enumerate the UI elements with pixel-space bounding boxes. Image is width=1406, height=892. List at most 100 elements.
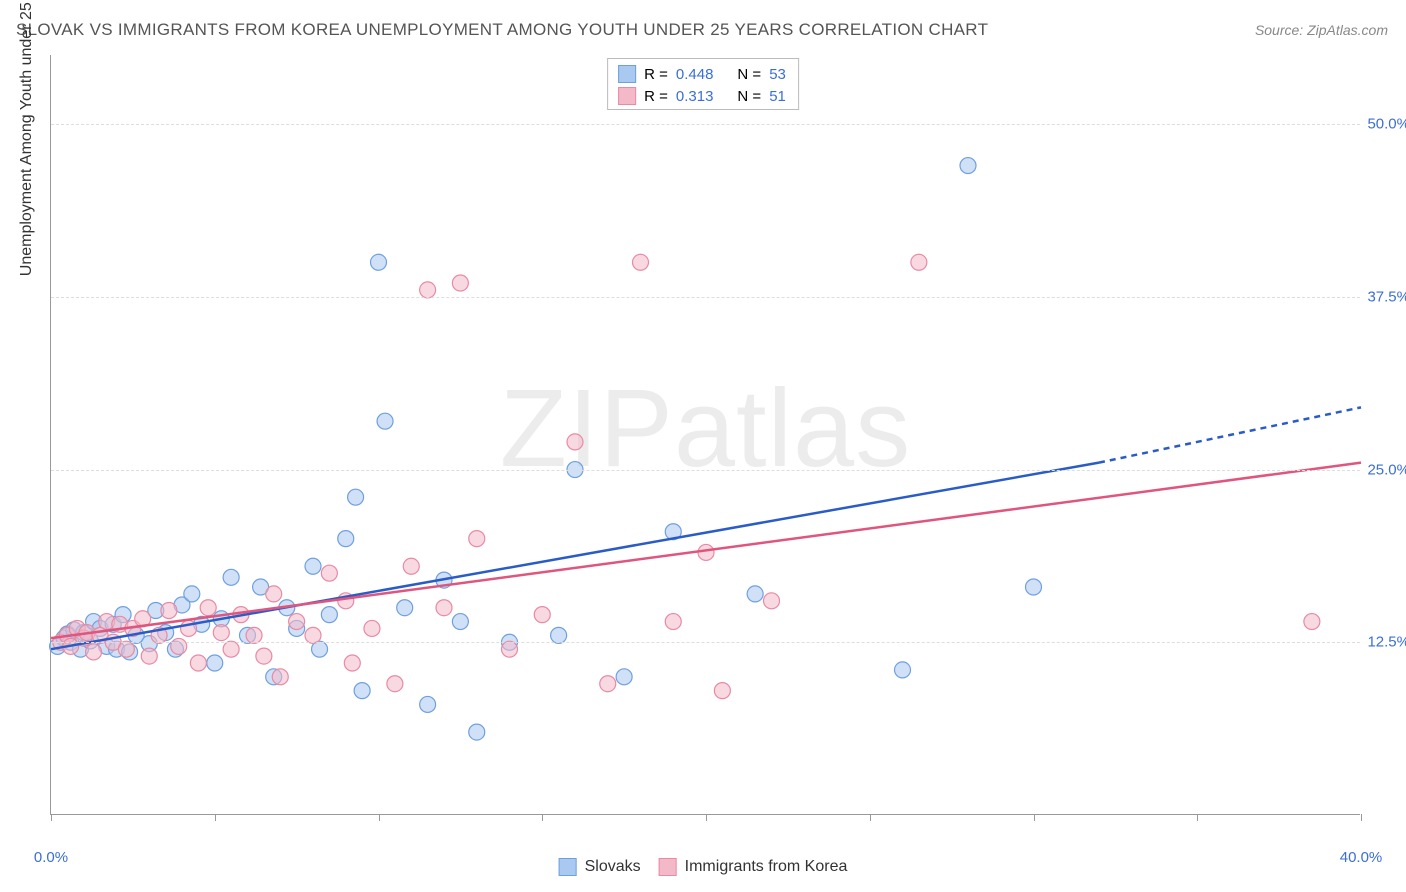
x-tick	[706, 814, 707, 821]
scatter-point	[371, 254, 387, 270]
scatter-point	[665, 614, 681, 630]
plot-area: ZIPatlas 12.5%25.0%37.5%50.0%0.0%40.0%	[50, 55, 1360, 815]
gridline-h	[51, 124, 1360, 125]
scatter-point	[764, 593, 780, 609]
y-tick-label: 12.5%	[1367, 634, 1406, 651]
scatter-point	[377, 413, 393, 429]
scatter-point	[305, 558, 321, 574]
scatter-point	[141, 648, 157, 664]
trend-line	[51, 463, 1361, 638]
scatter-point	[364, 620, 380, 636]
source-name: ZipAtlas.com	[1307, 22, 1388, 38]
gridline-h	[51, 297, 1360, 298]
swatch-series-1-icon	[618, 65, 636, 83]
scatter-point	[567, 434, 583, 450]
x-tick	[51, 814, 52, 821]
x-tick	[1034, 814, 1035, 821]
x-tick	[1361, 814, 1362, 821]
scatter-point	[213, 625, 229, 641]
scatter-point	[714, 683, 730, 699]
scatter-point	[600, 676, 616, 692]
scatter-point	[534, 607, 550, 623]
legend-item-1: Slovaks	[559, 858, 641, 876]
scatter-point	[747, 586, 763, 602]
x-tick	[1197, 814, 1198, 821]
scatter-point	[420, 282, 436, 298]
scatter-point	[223, 641, 239, 657]
scatter-point	[321, 607, 337, 623]
scatter-point	[452, 614, 468, 630]
trend-line-dashed	[1099, 407, 1361, 462]
scatter-point	[246, 627, 262, 643]
r-label: R =	[644, 66, 668, 83]
r-label: R =	[644, 88, 668, 105]
scatter-point	[344, 655, 360, 671]
swatch-series-2-icon	[659, 858, 677, 876]
x-tick	[379, 814, 380, 821]
scatter-point	[452, 275, 468, 291]
trend-line	[51, 463, 1099, 650]
x-tick	[215, 814, 216, 821]
x-tick	[870, 814, 871, 821]
swatch-series-1-icon	[559, 858, 577, 876]
scatter-point	[1304, 614, 1320, 630]
y-tick-label: 25.0%	[1367, 461, 1406, 478]
scatter-point	[354, 683, 370, 699]
scatter-point	[960, 158, 976, 174]
scatter-point	[289, 614, 305, 630]
scatter-point	[633, 254, 649, 270]
x-tick-label: 0.0%	[34, 849, 68, 866]
scatter-point	[895, 662, 911, 678]
scatter-point	[420, 696, 436, 712]
scatter-point	[403, 558, 419, 574]
scatter-point	[387, 676, 403, 692]
scatter-point	[436, 600, 452, 616]
x-tick-label: 40.0%	[1340, 849, 1383, 866]
scatter-plot-svg	[51, 55, 1360, 814]
y-axis-label: Unemployment Among Youth under 25 years	[18, 0, 36, 276]
y-tick-label: 37.5%	[1367, 288, 1406, 305]
scatter-point	[184, 586, 200, 602]
scatter-point	[338, 531, 354, 547]
legend-item-2: Immigrants from Korea	[659, 858, 848, 876]
scatter-point	[86, 644, 102, 660]
source-label: Source:	[1255, 22, 1307, 38]
scatter-point	[272, 669, 288, 685]
n-label: N =	[737, 88, 761, 105]
legend-label-2: Immigrants from Korea	[685, 858, 848, 876]
n-value-1: 53	[769, 66, 786, 83]
scatter-point	[321, 565, 337, 581]
gridline-h	[51, 642, 1360, 643]
legend-stats-row-1: R = 0.448 N = 53	[618, 63, 786, 85]
scatter-point	[207, 655, 223, 671]
scatter-point	[118, 641, 134, 657]
scatter-point	[161, 602, 177, 618]
gridline-h	[51, 470, 1360, 471]
scatter-point	[502, 641, 518, 657]
legend-stats-row-2: R = 0.313 N = 51	[618, 85, 786, 107]
scatter-point	[469, 724, 485, 740]
scatter-point	[698, 544, 714, 560]
scatter-point	[305, 627, 321, 643]
scatter-point	[616, 669, 632, 685]
legend-label-1: Slovaks	[585, 858, 641, 876]
swatch-series-2-icon	[618, 87, 636, 105]
scatter-point	[171, 638, 187, 654]
scatter-point	[911, 254, 927, 270]
scatter-point	[256, 648, 272, 664]
y-tick-label: 50.0%	[1367, 116, 1406, 133]
scatter-point	[348, 489, 364, 505]
x-tick	[542, 814, 543, 821]
r-value-1: 0.448	[676, 66, 714, 83]
n-value-2: 51	[769, 88, 786, 105]
r-value-2: 0.313	[676, 88, 714, 105]
source-attribution: Source: ZipAtlas.com	[1255, 22, 1388, 38]
scatter-point	[266, 586, 282, 602]
chart-container: SLOVAK VS IMMIGRANTS FROM KOREA UNEMPLOY…	[0, 0, 1406, 892]
scatter-point	[469, 531, 485, 547]
scatter-point	[1026, 579, 1042, 595]
scatter-point	[200, 600, 216, 616]
scatter-point	[397, 600, 413, 616]
scatter-point	[190, 655, 206, 671]
scatter-point	[223, 569, 239, 585]
